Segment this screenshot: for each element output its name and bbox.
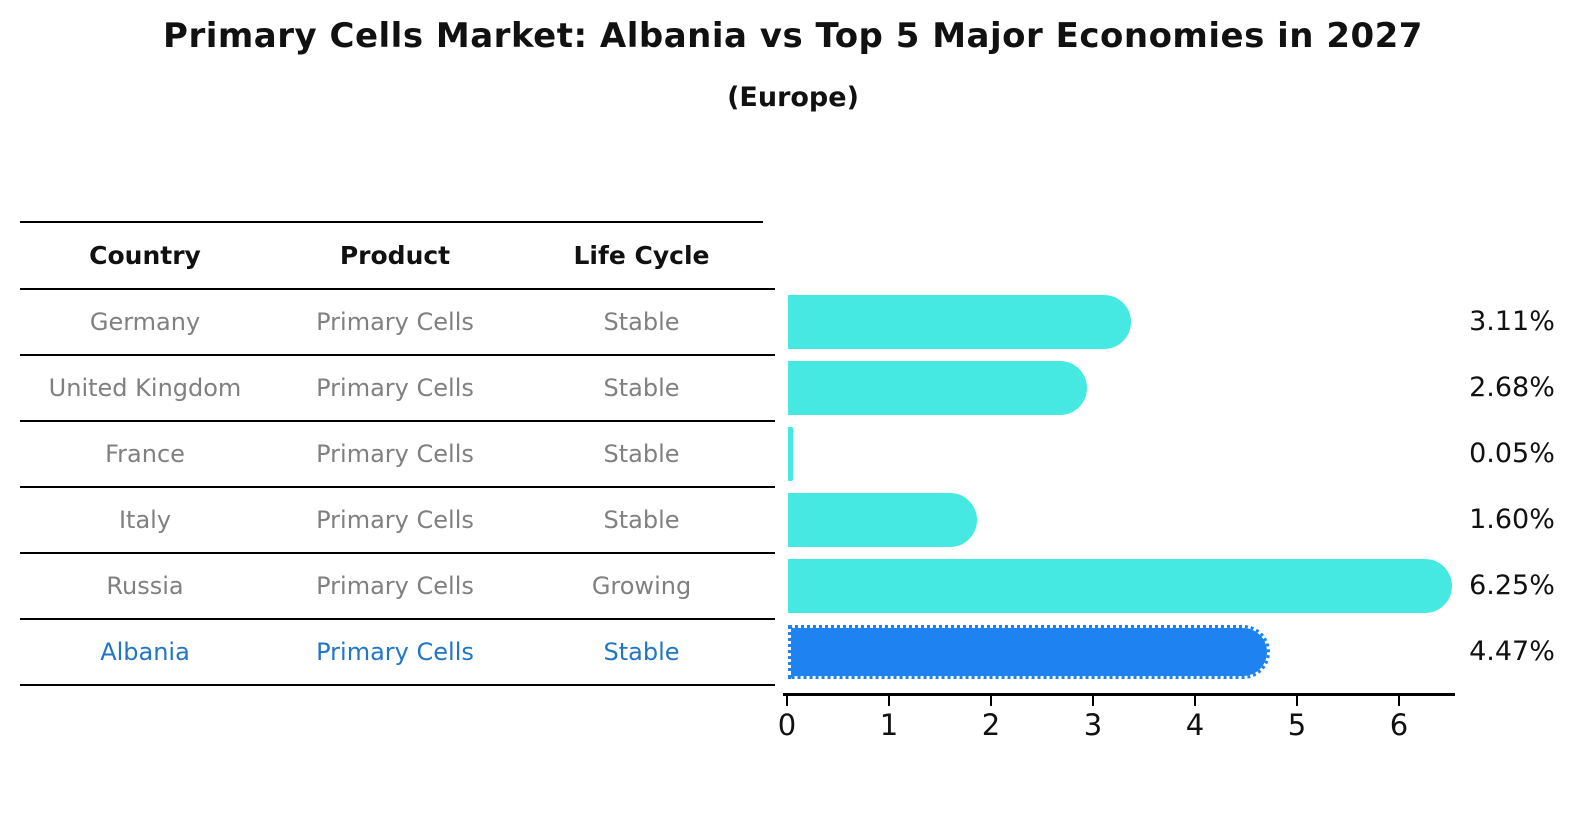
table-cell-product: Primary Cells	[316, 374, 474, 402]
x-tick-label-3: 3	[1083, 708, 1103, 742]
value-label-russia: 6.25%	[1469, 570, 1555, 601]
page-subtitle: (Europe)	[727, 82, 859, 113]
table-row-albania: Albania Primary Cells Stable	[20, 620, 763, 686]
table-cell-life-cycle: Stable	[603, 638, 680, 666]
x-tick-label-2: 2	[981, 708, 1001, 742]
table-header-country: Country	[89, 241, 201, 270]
value-label-france: 0.05%	[1469, 438, 1555, 469]
table-row-france: France Primary Cells Stable	[20, 422, 763, 488]
table-cell-product: Primary Cells	[316, 572, 474, 600]
bar-united-kingdom	[788, 361, 1088, 415]
x-tick-5	[1296, 696, 1298, 706]
table-header-row: Country Product Life Cycle	[20, 223, 763, 290]
table-row-germany: Germany Primary Cells Stable	[20, 290, 763, 356]
x-tick-6	[1398, 696, 1400, 706]
value-label-italy: 1.60%	[1469, 504, 1555, 535]
x-tick-3	[1092, 696, 1094, 706]
x-tick-4	[1194, 696, 1196, 706]
x-tick-label-4: 4	[1185, 708, 1205, 742]
bar-france	[788, 427, 794, 481]
table-row-united-kingdom: United Kingdom Primary Cells Stable	[20, 356, 763, 422]
bar-albania	[788, 625, 1270, 679]
y-tick	[755, 618, 775, 620]
x-axis-line	[783, 693, 1455, 696]
y-tick	[755, 354, 775, 356]
bar-germany	[788, 295, 1132, 349]
table-body: Germany Primary Cells Stable United Kingdom…	[20, 290, 763, 686]
x-tick-label-1: 1	[879, 708, 899, 742]
table-cell-country: Russia	[106, 572, 184, 600]
bar-russia	[788, 559, 1452, 613]
table-cell-country: Germany	[89, 308, 201, 336]
table-row-italy: Italy Primary Cells Stable	[20, 488, 763, 554]
value-label-albania: 4.47%	[1469, 636, 1555, 667]
table-cell-product: Primary Cells	[316, 638, 474, 666]
table-cell-country: France	[105, 440, 185, 468]
x-tick-label-5: 5	[1287, 708, 1307, 742]
y-tick	[755, 288, 775, 290]
value-label-united-kingdom: 2.68%	[1469, 372, 1555, 403]
table-cell-product: Primary Cells	[316, 440, 474, 468]
table-cell-country: Italy	[118, 506, 172, 534]
x-tick-0	[786, 696, 788, 706]
table-cell-country: United Kingdom	[48, 374, 242, 402]
table-cell-life-cycle: Stable	[603, 308, 680, 336]
y-tick	[755, 420, 775, 422]
table-header-product: Product	[339, 241, 451, 270]
table-cell-life-cycle: Growing	[591, 572, 692, 600]
table-cell-life-cycle: Stable	[603, 506, 680, 534]
table-cell-country: Albania	[100, 638, 190, 666]
table-cell-product: Primary Cells	[316, 506, 474, 534]
page-title: Primary Cells Market: Albania vs Top 5 M…	[163, 16, 1423, 56]
y-tick	[755, 684, 775, 686]
x-tick-1	[888, 696, 890, 706]
table-cell-product: Primary Cells	[316, 308, 474, 336]
x-tick-label-0: 0	[777, 708, 797, 742]
table-header-life-cycle: Life Cycle	[573, 241, 710, 270]
y-tick	[755, 552, 775, 554]
x-tick-label-6: 6	[1389, 708, 1409, 742]
table-cell-life-cycle: Stable	[603, 374, 680, 402]
bar-italy	[788, 493, 978, 547]
table-row-russia: Russia Primary Cells Growing	[20, 554, 763, 620]
y-tick	[755, 486, 775, 488]
x-tick-2	[990, 696, 992, 706]
value-label-germany: 3.11%	[1469, 306, 1555, 337]
country-table: Country Product Life Cycle Germany Primary …	[20, 221, 763, 686]
table-cell-life-cycle: Stable	[603, 440, 680, 468]
